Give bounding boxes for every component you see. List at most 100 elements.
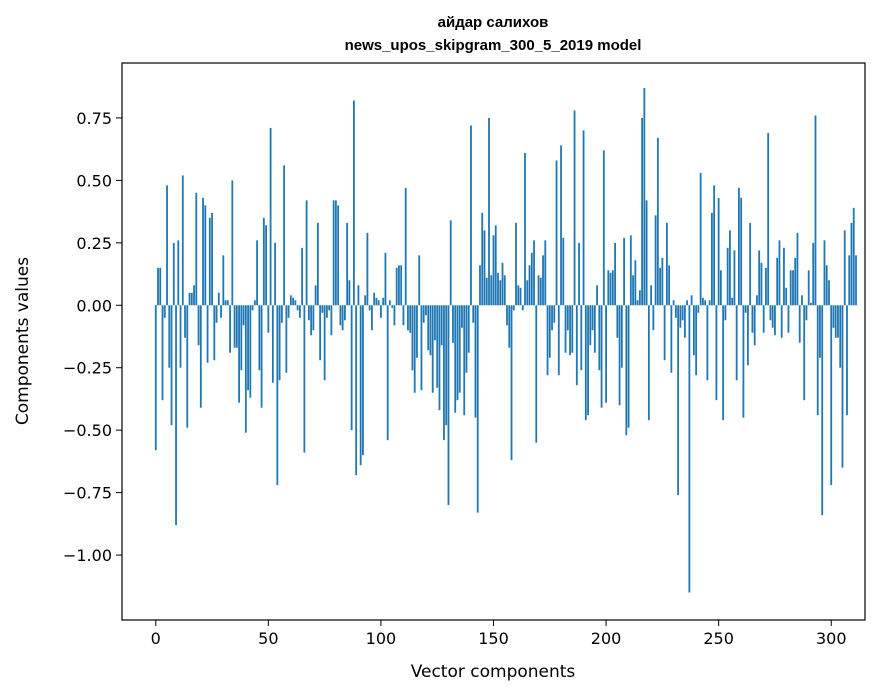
bar-107 [395,267,398,306]
bar-30 [222,255,225,306]
bar-211 [629,235,632,306]
bar-186 [573,110,576,306]
bar-270 [762,305,765,333]
bar-116 [416,305,418,358]
bar-276 [776,257,779,306]
bar-135 [458,305,461,393]
bar-127 [440,305,443,346]
bar-29 [220,305,222,318]
bar-24 [208,217,211,306]
bar-309 [850,222,853,306]
bar-123 [431,305,434,393]
bar-214 [636,300,639,306]
bar-290 [807,270,810,306]
bar-136 [461,305,463,328]
bar-38 [240,305,243,371]
bar-153 [499,280,502,306]
bar-279 [783,247,785,306]
bar-308 [848,255,851,306]
bar-176 [551,305,553,331]
bar-291 [810,302,812,306]
bar-76 [325,305,328,318]
bar-166 [528,265,531,306]
bar-118 [420,305,423,391]
bar-205 [616,305,619,338]
x-tick-label: 300 [816,629,847,648]
bar-306 [843,230,846,306]
bar-37 [238,305,240,403]
bar-208 [623,237,625,306]
bar-0 [154,305,157,451]
bar-294 [816,305,819,416]
y-tick-label: 0.75 [76,109,112,128]
bar-173 [544,240,547,306]
bar-100 [380,305,382,318]
bar-203 [611,270,614,306]
bar-128 [443,305,445,441]
bar-22 [204,205,207,306]
bar-121 [427,305,430,351]
bar-28 [217,292,220,306]
bar-83 [341,305,344,331]
bar-277 [778,240,781,306]
bar-305 [841,305,844,468]
x-tick-label: 0 [151,629,161,648]
bar-232 [677,305,680,496]
y-axis-label: Components values [13,257,33,425]
bar-17 [193,285,195,306]
bar-229 [670,305,673,373]
bar-307 [846,305,848,416]
bar-129 [445,305,448,426]
bar-204 [614,242,616,306]
bar-256 [731,297,734,306]
bar-207 [620,305,623,368]
bar-236 [686,300,689,306]
y-tick-label: −1.00 [63,546,112,565]
bar-75 [323,305,326,381]
bar-105 [391,305,394,308]
bar-77 [328,305,331,311]
bar-273 [769,305,772,321]
bar-225 [661,257,664,306]
bar-80 [334,200,337,306]
bar-137 [463,305,466,416]
bar-89 [355,305,358,476]
bar-61 [292,297,295,306]
bar-247 [711,212,713,306]
bar-278 [780,305,783,338]
bar-114 [411,305,414,371]
bar-147 [485,277,488,306]
x-tick-label: 250 [703,629,734,648]
bar-239 [692,305,695,356]
bar-112 [407,305,409,331]
bar-180 [560,145,562,306]
bar-85 [346,222,349,306]
bar-96 [371,305,373,331]
bar-249 [715,305,718,401]
x-tick-label: 50 [258,629,278,648]
bar-257 [733,250,736,306]
bar-172 [542,255,544,306]
bar-253 [724,305,727,321]
bar-281 [787,305,790,333]
bar-52 [271,305,274,383]
bar-90 [357,285,360,306]
bar-106 [393,305,396,326]
bar-192 [587,305,589,416]
bar-70 [312,305,315,331]
bar-154 [501,262,504,306]
x-tick-label: 100 [366,629,397,648]
bar-120 [425,305,427,316]
bar-62 [294,300,297,306]
bar-296 [821,305,824,516]
bar-238 [690,295,693,306]
bar-130 [447,305,450,506]
bar-141 [472,305,475,323]
x-tick-label: 200 [591,629,622,648]
bar-245 [706,305,709,381]
bar-134 [456,305,459,401]
y-tick-label: 0.50 [76,171,112,190]
bar-152 [497,272,499,306]
bar-237 [688,305,691,593]
x-axis-label: Vector components [411,662,576,682]
